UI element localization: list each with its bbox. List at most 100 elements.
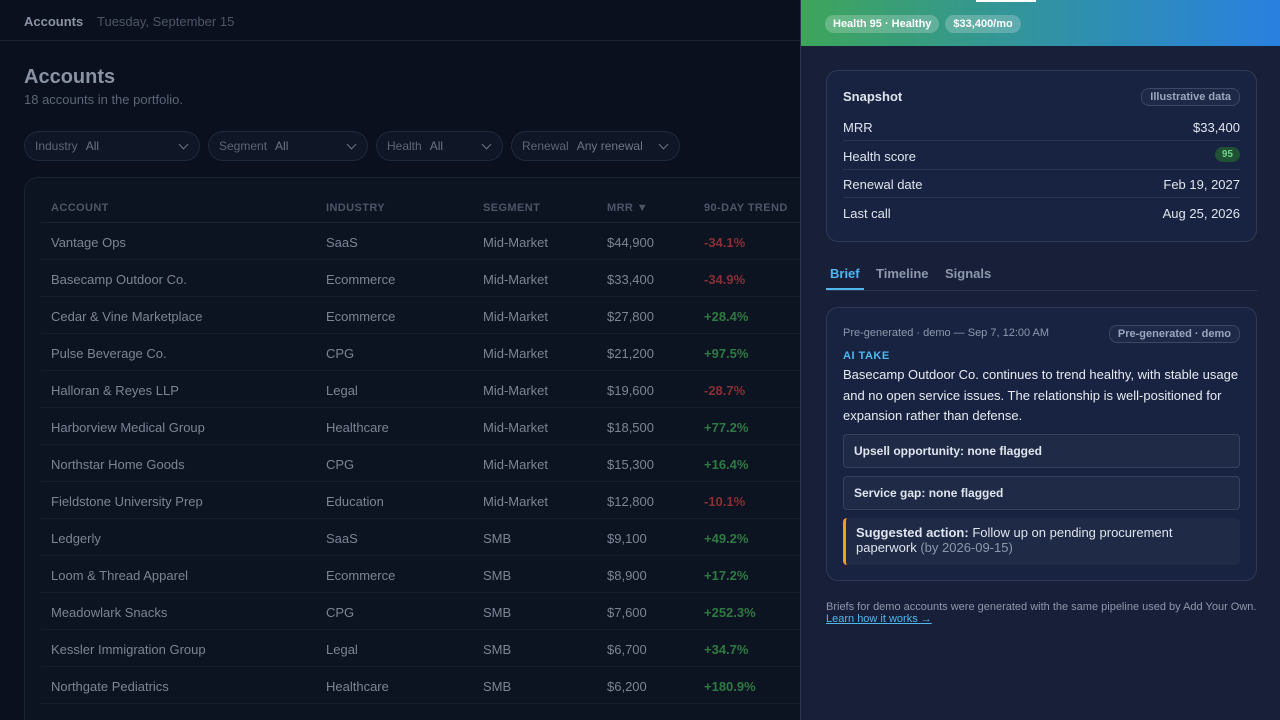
table-cell: Education <box>326 494 384 509</box>
header-divider <box>41 222 800 223</box>
table-cell: $18,500 <box>607 420 654 435</box>
row-divider <box>41 370 800 371</box>
table-cell: SMB <box>483 605 512 620</box>
suggested-action: Suggested action: Follow up on pending p… <box>843 518 1240 565</box>
trend: +77.2% <box>704 420 749 435</box>
brief-text: Basecamp Outdoor Co. continues to trend … <box>843 367 1239 423</box>
filter-value: All <box>85 139 100 153</box>
table-cell[interactable]: Kessler Immigration Group <box>51 642 206 657</box>
trend: +16.4% <box>704 457 749 472</box>
trend: +97.5% <box>704 346 749 361</box>
row-label: Last call <box>843 205 891 221</box>
row-divider <box>41 592 800 593</box>
tab-underline <box>826 288 864 290</box>
row-divider <box>41 333 800 334</box>
brief-item: Upsell opportunity: none flagged <box>843 434 1240 468</box>
trend: +28.4% <box>704 309 749 324</box>
table-cell: CPG <box>326 605 355 620</box>
heading: Accounts <box>24 66 116 88</box>
snapshot-row: MRR $33,400 <box>843 113 1240 141</box>
trend: -10.1% <box>704 494 746 509</box>
row-divider <box>41 629 800 630</box>
badge: Health 95 · Healthy <box>825 15 940 33</box>
row-label: Health score <box>843 148 916 164</box>
table-cell: Legal <box>326 642 358 657</box>
snapshot-card: Snapshot Illustrative data MRR $33,400 Hea… <box>826 70 1257 242</box>
table-cell: Ecommerce <box>326 309 396 324</box>
table-cell[interactable]: Fieldstone University Prep <box>51 494 203 509</box>
table-cell[interactable]: Harborview Medical Group <box>51 420 205 435</box>
table-cell: Mid-Market <box>483 309 549 324</box>
row-value: $33,400 <box>1193 120 1240 135</box>
table-cell: $44,900 <box>607 235 654 250</box>
filter-value: Any renewal <box>576 139 643 153</box>
table-cell: $19,600 <box>607 383 654 398</box>
table-cell[interactable]: Ledgerly <box>51 531 101 546</box>
brief-card: Pre-generated · demo — Sep 7, 12:00 AM P… <box>826 307 1257 581</box>
filter-label: Health <box>387 139 422 153</box>
snapshot-title: Snapshot <box>843 89 903 104</box>
trend: +49.2% <box>704 531 749 546</box>
row-divider <box>41 555 800 556</box>
snapshot-row: Health score 95 <box>843 142 1240 170</box>
table-cell: $27,800 <box>607 309 654 324</box>
table-cell: Healthcare <box>326 420 389 435</box>
table-cell[interactable]: Vantage Ops <box>51 235 126 250</box>
table-cell[interactable]: Pulse Beverage Co. <box>51 346 167 361</box>
action-due: (by 2026-09-15) <box>920 540 1013 555</box>
filter-label: Renewal <box>522 139 569 153</box>
filter[interactable]: Industry All <box>24 131 200 161</box>
table-cell[interactable]: Northgate Pediatrics <box>51 679 169 694</box>
table-cell[interactable]: Meadowlark Snacks <box>51 605 168 620</box>
table-cell[interactable]: Basecamp Outdoor Co. <box>51 272 187 287</box>
table-cell: Legal <box>326 383 358 398</box>
trend: +252.3% <box>704 605 756 620</box>
filter[interactable]: Health All <box>376 131 503 161</box>
subtitle: 18 accounts in the portfolio. <box>24 92 183 107</box>
table-cell: $12,800 <box>607 494 654 509</box>
table-cell[interactable]: Halloran & Reyes LLP <box>51 383 179 398</box>
tab[interactable]: Signals <box>945 266 992 281</box>
learn-link[interactable]: Learn how it works → <box>826 613 932 625</box>
table-cell: $33,400 <box>607 272 654 287</box>
footer-text: Briefs for demo accounts were generated … <box>826 601 1257 613</box>
trend: +17.2% <box>704 568 749 583</box>
column-header: 90-DAY TREND <box>704 202 788 214</box>
filter-label: Segment <box>219 139 268 153</box>
table-cell[interactable]: Cedar & Vine Marketplace <box>51 309 203 324</box>
badge: $33,400/mo <box>945 15 1021 33</box>
trend: +34.7% <box>704 642 749 657</box>
row-value: Feb 19, 2027 <box>1163 177 1240 192</box>
table-cell: Mid-Market <box>483 494 549 509</box>
row-label: Renewal date <box>843 177 923 192</box>
table-cell: $8,900 <box>607 568 647 583</box>
table-cell: Ecommerce <box>326 272 396 287</box>
filter[interactable]: Segment All <box>208 131 368 161</box>
snapshot-row: Last call Aug 25, 2026 <box>843 199 1240 227</box>
column-header: SEGMENT <box>483 202 541 214</box>
brief-meta: Pre-generated · demo — Sep 7, 12:00 AM <box>843 327 1050 339</box>
table-cell: CPG <box>326 457 355 472</box>
row-divider <box>41 703 800 704</box>
table-cell[interactable]: Loom & Thread Apparel <box>51 568 189 583</box>
row-divider <box>41 666 800 667</box>
table-cell: Mid-Market <box>483 235 549 250</box>
table-cell: Mid-Market <box>483 272 549 287</box>
tab[interactable]: Brief <box>830 266 860 281</box>
snapshot-tag: Illustrative data <box>1141 88 1240 106</box>
filter-value: All <box>275 139 289 153</box>
table-cell: SMB <box>483 531 512 546</box>
row-value: Aug 25, 2026 <box>1162 205 1240 221</box>
drawer-header: Health 95 · Healthy $33,400/mo <box>801 0 1280 46</box>
trend: -34.9% <box>704 272 746 287</box>
filter[interactable]: Renewal Any renewal <box>511 131 680 161</box>
column-header: MRR ▼ <box>607 202 648 214</box>
filter-label: Industry <box>35 139 78 153</box>
nav-title[interactable]: Accounts <box>24 14 84 29</box>
filter-value: All <box>429 139 444 153</box>
tab[interactable]: Timeline <box>876 266 929 281</box>
trend: -28.7% <box>704 383 746 398</box>
table-cell: $6,700 <box>607 642 647 657</box>
table-cell[interactable]: Northstar Home Goods <box>51 457 185 472</box>
table-cell: $9,100 <box>607 531 647 546</box>
